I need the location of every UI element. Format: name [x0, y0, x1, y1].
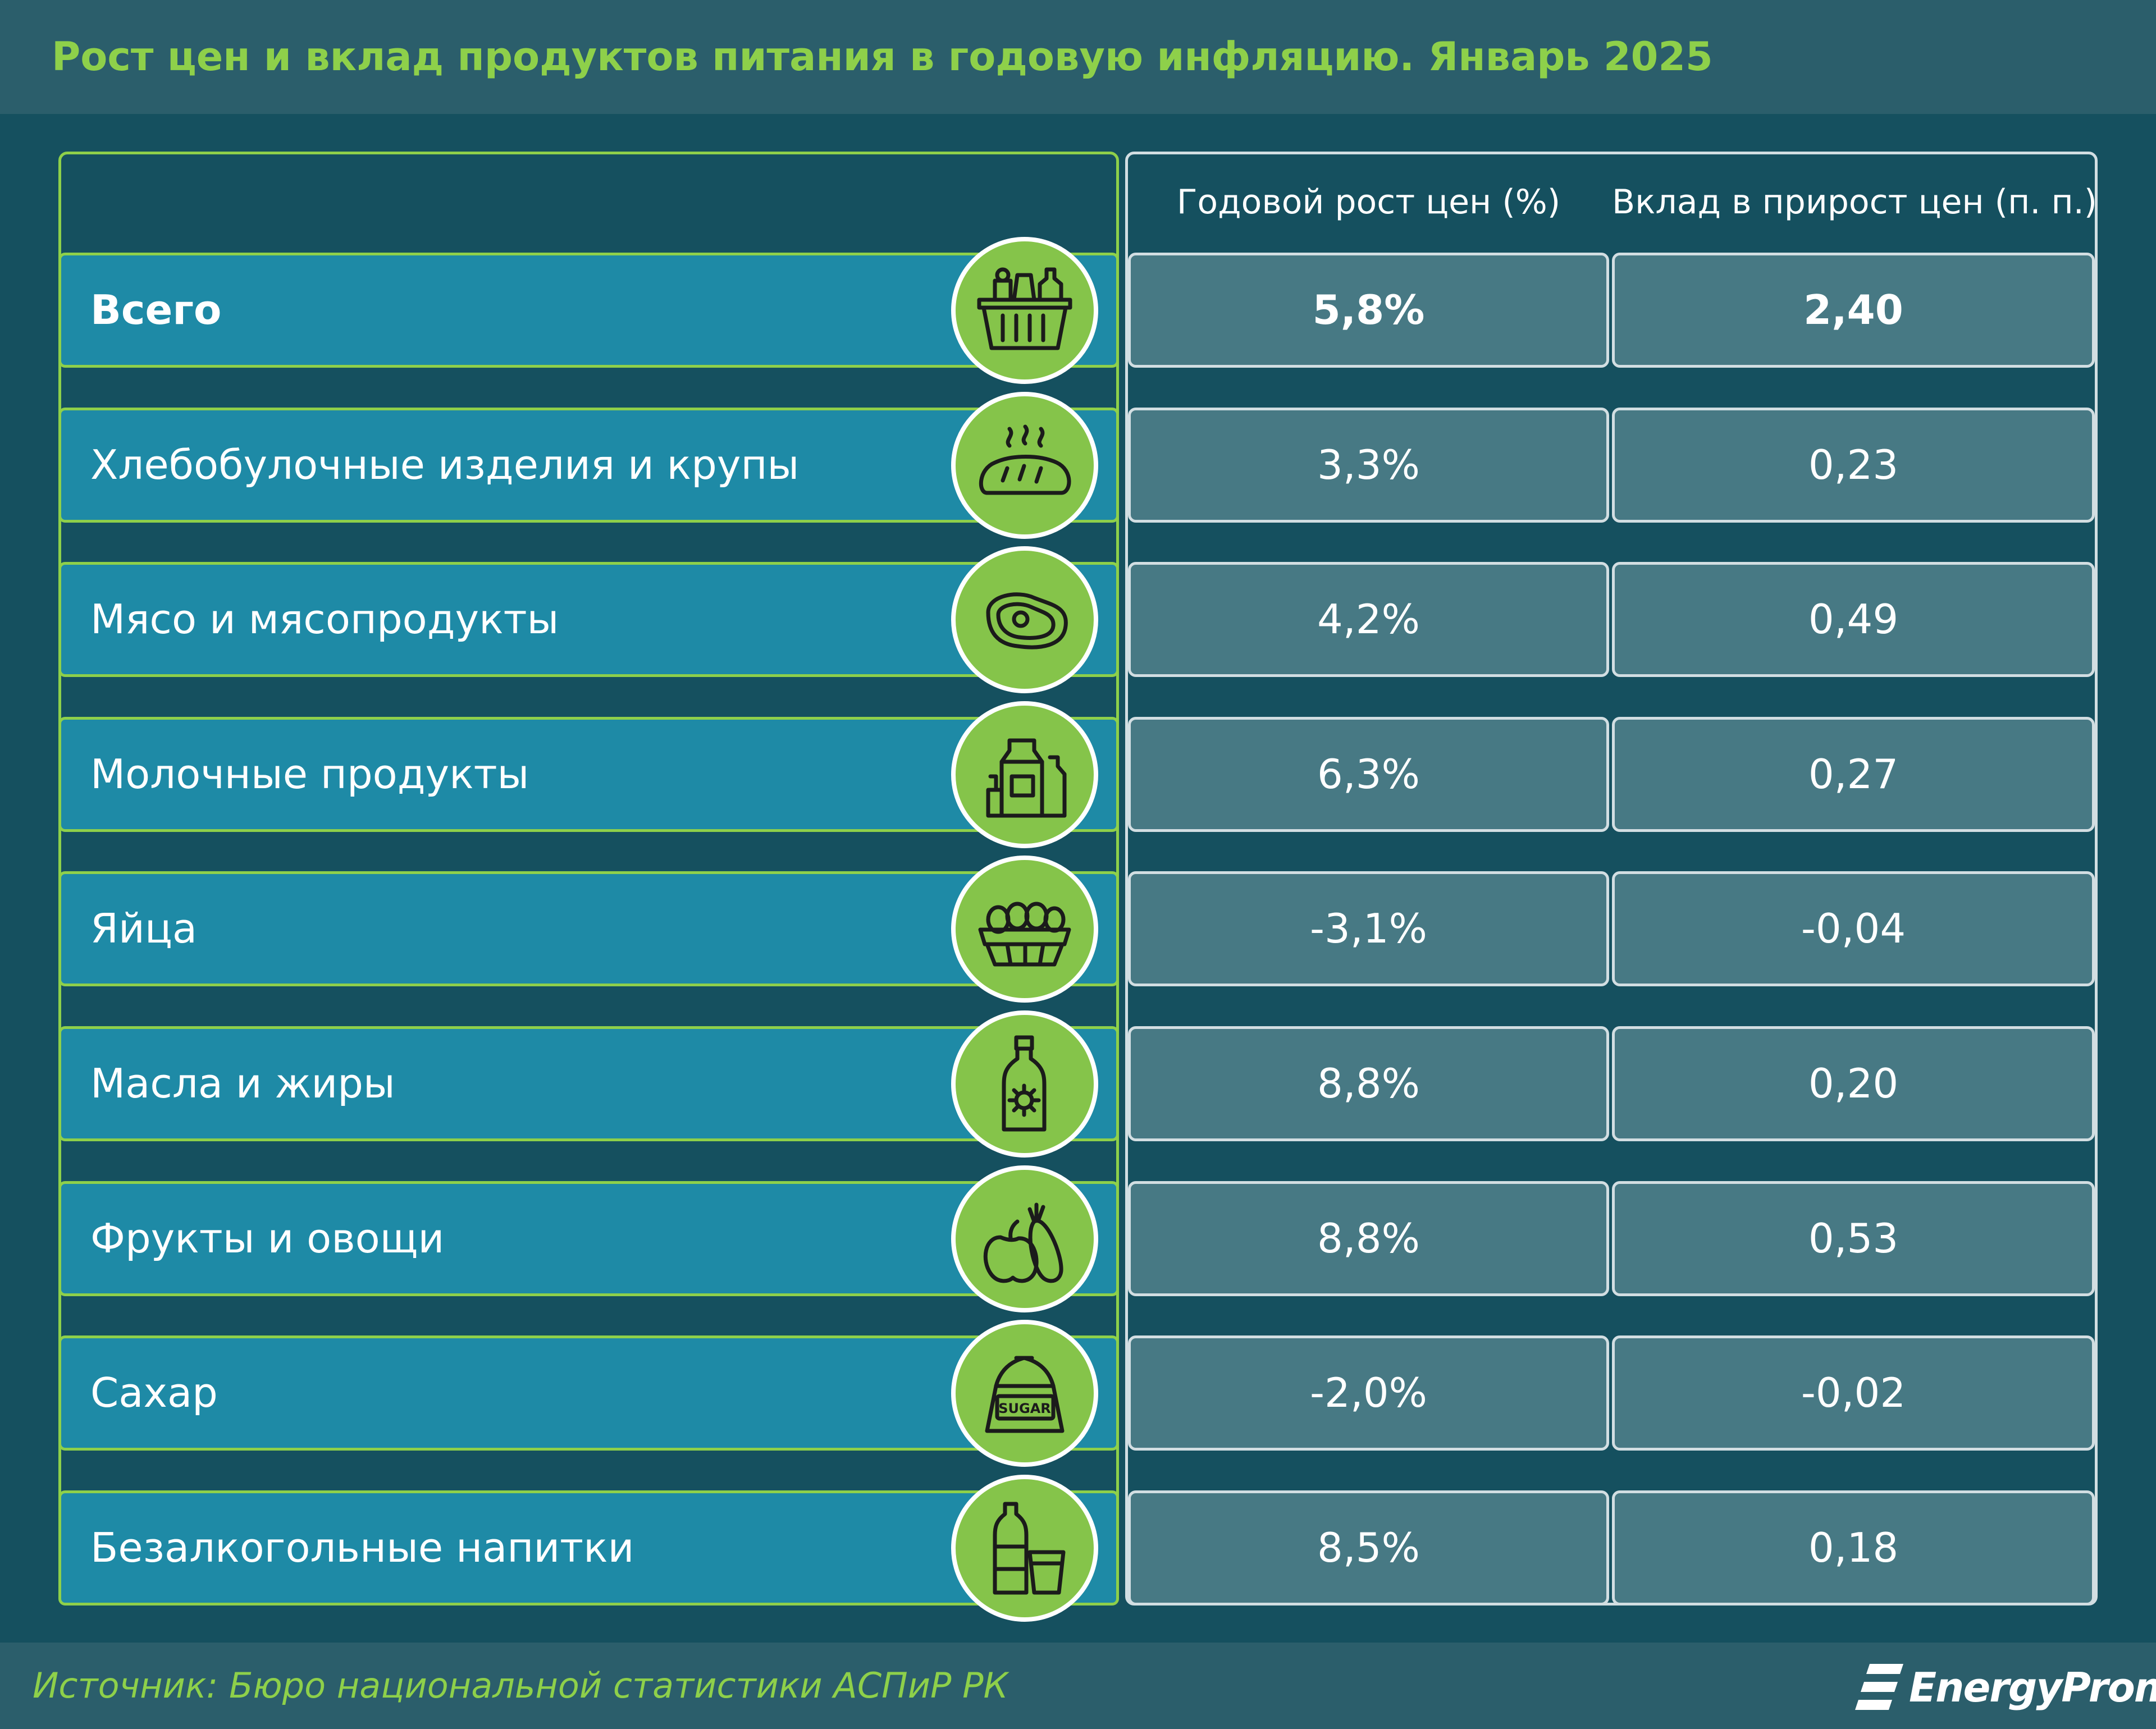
category-label: Хлебобулочные изделия и крупы	[90, 441, 800, 488]
contribution-value: 0,49	[1612, 562, 2095, 677]
drinks-icon	[951, 1474, 1098, 1622]
category-label-cell: Всего	[58, 253, 1119, 368]
growth-value: 3,3%	[1128, 408, 1609, 523]
source-note: Источник: Бюро национальной статистики А…	[33, 1665, 1008, 1706]
eggs-carton-icon	[951, 855, 1098, 1003]
growth-value: -3,1%	[1128, 871, 1609, 986]
category-label: Мясо и мясопродукты	[90, 596, 559, 643]
contribution-value: 2,40	[1612, 253, 2095, 368]
brand-name: EnergyProm	[1909, 1664, 2156, 1711]
growth-value: 4,2%	[1128, 562, 1609, 677]
growth-value: -2,0%	[1128, 1335, 1609, 1451]
growth-value: 8,5%	[1128, 1490, 1609, 1606]
sugar-bag-icon: SUGAR	[951, 1319, 1098, 1467]
category-label: Яйца	[90, 905, 197, 952]
category-label: Масла и жиры	[90, 1060, 395, 1107]
growth-value: 6,3%	[1128, 717, 1609, 832]
page-title: Рост цен и вклад продуктов питания в год…	[52, 34, 1713, 80]
oil-bottle-icon	[951, 1010, 1098, 1158]
contribution-value: 0,53	[1612, 1181, 2095, 1296]
category-label: Молочные продукты	[90, 751, 529, 798]
svg-text:SUGAR: SUGAR	[998, 1401, 1051, 1416]
dairy-products-icon	[951, 701, 1098, 848]
growth-value: 8,8%	[1128, 1026, 1609, 1141]
contribution-value: 0,18	[1612, 1490, 2095, 1606]
contribution-value: 0,23	[1612, 408, 2095, 523]
contribution-value: -0,04	[1612, 871, 2095, 986]
category-label-cell: Яйца	[58, 871, 1119, 986]
category-label-cell: Фрукты и овощи	[58, 1181, 1119, 1296]
values-column-frame	[1125, 152, 2098, 1606]
category-label: Безалкогольные напитки	[90, 1524, 634, 1571]
category-label-cell: Безалкогольные напитки	[58, 1490, 1119, 1606]
fruit-vegetable-icon	[951, 1165, 1098, 1312]
category-label-cell: Сахар	[58, 1335, 1119, 1451]
category-label-cell: Мясо и мясопродукты	[58, 562, 1119, 677]
category-label: Сахар	[90, 1369, 218, 1416]
growth-value: 8,8%	[1128, 1181, 1609, 1296]
category-label-cell: Хлебобулочные изделия и крупы	[58, 408, 1119, 523]
column-header-contribution: Вклад в прирост цен (п. п.)	[1612, 182, 2098, 222]
title-bar	[0, 0, 2156, 114]
energyprom-logo-icon	[1855, 1664, 1903, 1710]
contribution-value: 0,27	[1612, 717, 2095, 832]
category-label: Всего	[90, 286, 222, 333]
column-header-growth: Годовой рост цен (%)	[1176, 182, 1561, 222]
category-label-cell: Молочные продукты	[58, 717, 1119, 832]
grocery-basket-icon	[951, 236, 1098, 384]
footer-bar	[0, 1643, 2156, 1729]
category-label-cell: Масла и жиры	[58, 1026, 1119, 1141]
category-label: Фрукты и овощи	[90, 1215, 445, 1262]
meat-steak-icon	[951, 546, 1098, 693]
bread-icon	[951, 391, 1098, 539]
brand-logo: EnergyProm	[1853, 1654, 2156, 1721]
growth-value: 5,8%	[1128, 253, 1609, 368]
contribution-value: 0,20	[1612, 1026, 2095, 1141]
contribution-value: -0,02	[1612, 1335, 2095, 1451]
